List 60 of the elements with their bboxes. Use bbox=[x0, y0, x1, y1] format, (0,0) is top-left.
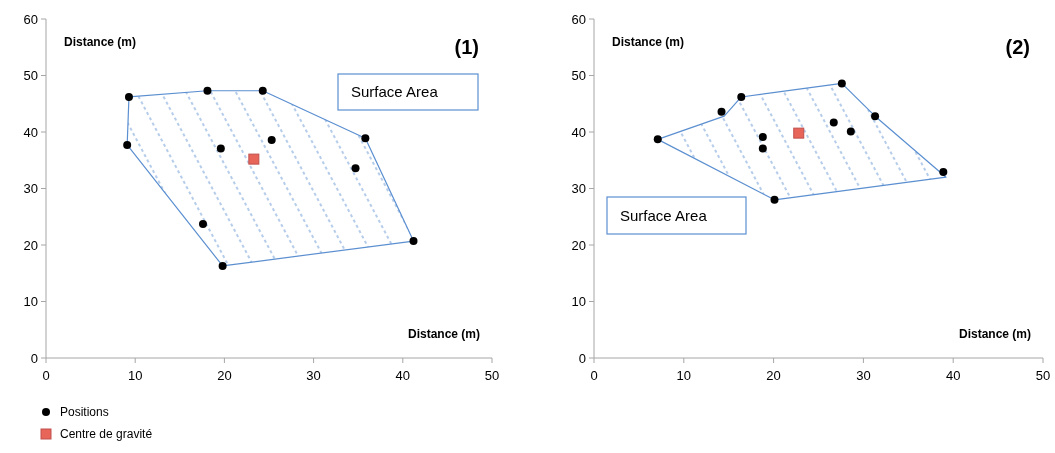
x-tick-label: 30 bbox=[856, 368, 871, 383]
x-axis-title: Distance (m) bbox=[958, 327, 1031, 341]
y-tick-label: 20 bbox=[23, 237, 38, 253]
x-tick-label: 10 bbox=[127, 368, 143, 383]
point bbox=[871, 112, 880, 121]
point bbox=[351, 164, 360, 173]
x-tick-label: 40 bbox=[945, 368, 961, 383]
point bbox=[793, 127, 805, 139]
point bbox=[198, 220, 207, 229]
y-tick-label: 30 bbox=[571, 181, 586, 197]
point bbox=[203, 86, 212, 95]
y-tick-label: 10 bbox=[23, 294, 38, 310]
point bbox=[267, 135, 276, 144]
text: (2) bbox=[1005, 36, 1030, 58]
point bbox=[653, 135, 662, 144]
legend-label: Centre de gravité bbox=[60, 427, 153, 442]
point bbox=[837, 79, 846, 88]
point bbox=[939, 168, 948, 177]
y-tick-label: 50 bbox=[571, 68, 586, 84]
y-tick-label: 40 bbox=[23, 124, 38, 140]
x-tick-label: 40 bbox=[395, 368, 411, 383]
x-tick-label: 50 bbox=[1035, 368, 1051, 383]
y-tick-label: 50 bbox=[23, 68, 38, 84]
point bbox=[248, 153, 260, 165]
point bbox=[123, 141, 132, 149]
point bbox=[770, 195, 779, 204]
x-tick-label: 20 bbox=[766, 368, 781, 383]
point bbox=[409, 237, 418, 246]
text: (1) bbox=[454, 36, 479, 58]
point bbox=[758, 144, 767, 153]
y-tick-label: 0 bbox=[578, 350, 586, 366]
y-axis-title: Distance (m) bbox=[612, 35, 685, 49]
annotation: Surface Area bbox=[351, 83, 439, 101]
point bbox=[218, 261, 227, 270]
x-tick-label: 50 bbox=[484, 368, 500, 383]
point bbox=[829, 118, 838, 127]
point bbox=[846, 127, 855, 136]
x-tick-label: 0 bbox=[42, 368, 50, 383]
point bbox=[216, 144, 225, 153]
legend-label: Positions bbox=[60, 405, 109, 420]
y-tick-label: 10 bbox=[571, 294, 586, 310]
y-tick-label: 60 bbox=[23, 11, 38, 27]
y-tick-label: 30 bbox=[23, 181, 38, 197]
y-tick-label: 0 bbox=[30, 350, 38, 366]
annotation: Surface Area bbox=[620, 206, 708, 224]
y-tick-label: 20 bbox=[571, 237, 586, 253]
y-tick-label: 60 bbox=[571, 11, 586, 27]
point bbox=[124, 92, 133, 101]
x-tick-label: 0 bbox=[590, 368, 598, 383]
y-axis-title: Distance (m) bbox=[64, 35, 137, 49]
x-tick-label: 20 bbox=[217, 368, 232, 383]
x-axis-title: Distance (m) bbox=[407, 327, 480, 341]
point bbox=[758, 133, 767, 142]
point bbox=[258, 86, 267, 95]
point bbox=[737, 92, 746, 101]
y-tick-label: 40 bbox=[571, 124, 586, 140]
x-tick-label: 30 bbox=[306, 368, 321, 383]
point bbox=[717, 107, 726, 116]
point bbox=[361, 134, 370, 143]
x-tick-label: 10 bbox=[676, 368, 692, 383]
